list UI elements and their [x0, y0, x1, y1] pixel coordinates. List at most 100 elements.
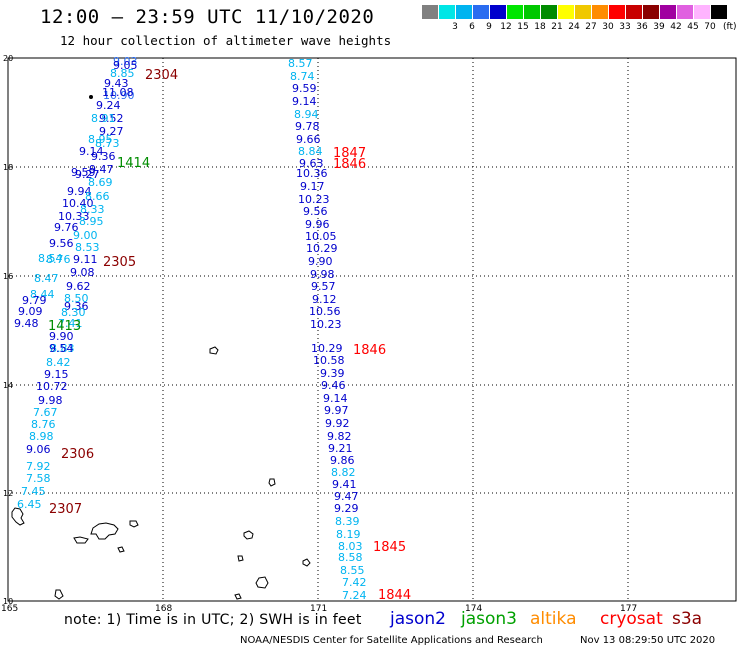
wave-height-value: 9.78: [295, 120, 320, 133]
scale-swatch: [694, 5, 710, 19]
wave-height-value: 9.15: [44, 368, 69, 381]
legend-item-jason3: jason3: [461, 609, 517, 629]
lat-label: 16: [3, 272, 13, 281]
scale-tick-label: 36: [636, 22, 648, 32]
scale-swatch: [643, 5, 659, 19]
wave-height-value: 9.82: [327, 430, 352, 443]
wave-height-value: 10.29: [311, 342, 343, 355]
lon-label: 177: [620, 604, 637, 614]
wave-height-value: 9.27: [99, 125, 124, 138]
wave-height-value: 7.67: [33, 406, 58, 419]
scale-swatch: [558, 5, 574, 19]
wave-height-value: 9.54: [49, 342, 74, 355]
scale-swatch: [677, 5, 693, 19]
wave-height-value: 8.95: [79, 215, 104, 228]
wave-height-value: 9.98: [310, 268, 335, 281]
wave-height-value: 9.41: [332, 478, 357, 491]
wave-height-value: 7.42: [342, 576, 367, 589]
island-outline: [302, 558, 311, 567]
scale-tick-label: 33: [619, 22, 631, 32]
wave-height-value: 9.46: [321, 379, 346, 392]
scale-tick-label: 45: [687, 22, 699, 32]
scale-tick-label: 27: [585, 22, 597, 32]
wave-height-value: 7.41: [58, 317, 83, 330]
island-outline: [255, 576, 269, 589]
pass-time-label: 1845: [373, 540, 406, 555]
credit-line: NOAA/NESDIS Center for Satellite Applica…: [240, 635, 543, 646]
wave-height-value: 8.44: [30, 288, 55, 301]
scale-swatch: [626, 5, 642, 19]
pass-time-label: 2306: [61, 447, 94, 462]
scale-swatch: [575, 5, 591, 19]
lat-label: 10: [3, 597, 13, 606]
wave-height-value: 8.39: [335, 515, 360, 528]
axis-labels: 165 168 171 174 177 20 18 16 14 12 10: [1, 54, 637, 614]
wave-height-value: 9.92: [325, 417, 350, 430]
generated-timestamp: Nov 13 08:29:50 UTC 2020: [580, 635, 716, 646]
wave-height-value: 9.59: [71, 166, 96, 179]
wave-height-value: 8.94: [294, 108, 319, 121]
wave-height-value: 9.03: [113, 55, 138, 68]
scale-swatch: [507, 5, 523, 19]
wave-height-value: 9.98: [38, 394, 63, 407]
island-outline: [209, 346, 219, 355]
scale-swatch: [711, 5, 727, 19]
wave-height-value: 9.90: [308, 255, 333, 268]
wave-height-value: 8.57: [288, 57, 313, 70]
scale-tick-label: 9: [486, 22, 492, 32]
wave-height-value: 10.36: [296, 167, 328, 180]
lat-label: 14: [3, 381, 13, 390]
wave-height-value: 9.56: [49, 237, 74, 250]
wave-height-value: 9.62: [66, 280, 91, 293]
lon-label: 174: [465, 604, 482, 614]
map-frame: [7, 57, 737, 602]
pass-time-label: 2304: [145, 68, 178, 83]
wave-height-value: 9.36: [64, 300, 89, 313]
wave-height-value: 9.56: [303, 205, 328, 218]
wave-height-value: 8.83: [50, 342, 75, 355]
wave-height-tracks: 9.039.058.859.4310.9011.089.249.528.919.…: [14, 55, 367, 602]
lat-label: 18: [3, 163, 13, 172]
footer-note: note: 1) Time is in UTC; 2) SWH is in fe…: [64, 612, 362, 628]
wave-height-value: 8.69: [88, 176, 113, 189]
wave-height-value: 10.40: [62, 197, 94, 210]
scale-tick-label: 70: [704, 22, 716, 32]
wave-height-value: 7.24: [342, 589, 367, 602]
island-outline: [90, 522, 119, 540]
wave-height-value: 8.30: [61, 306, 86, 319]
scale-tick-label: 21: [551, 22, 563, 32]
wave-height-value: 9.79: [22, 294, 47, 307]
wave-height-value: 10.23: [298, 193, 330, 206]
scale-tick-label: 39: [653, 22, 665, 32]
wave-height-value: 10.72: [36, 380, 68, 393]
scale-swatch: [609, 5, 625, 19]
wave-height-value: 11.08: [102, 86, 134, 99]
wave-height-value: 8.66: [85, 190, 110, 203]
island-outline: [117, 546, 125, 553]
pass-time-label: 1846: [333, 157, 366, 172]
legend-item-cryosat: cryosat: [600, 609, 663, 629]
wave-height-value: 6.45: [17, 498, 42, 511]
island-outline: [129, 520, 139, 528]
wave-height-value: 8.74: [290, 70, 315, 83]
scale-tick-label: 42: [670, 22, 682, 32]
scale-tick-label: 6: [469, 22, 475, 32]
wave-height-value: 9.43: [104, 77, 129, 90]
wave-height-value: 9.17: [300, 180, 325, 193]
wave-height-value: 8.47: [34, 272, 59, 285]
wave-height-value: 8.98: [29, 430, 54, 443]
lon-label: 165: [1, 604, 18, 614]
lat-label: 12: [3, 489, 13, 498]
wave-height-value: 8.76: [31, 418, 56, 431]
wave-height-value: 8.73: [95, 137, 120, 150]
page-subtitle: 12 hour collection of altimeter wave hei…: [60, 33, 392, 48]
lon-label: 168: [155, 604, 172, 614]
island-outline: [54, 589, 64, 600]
wave-height-value: 9.63: [299, 157, 324, 170]
wave-height-value: 9.29: [334, 502, 359, 515]
island-outline: [268, 478, 276, 487]
wave-height-value: 9.14: [292, 95, 317, 108]
wave-height-value: 8.58: [338, 551, 363, 564]
wave-height-value: 8.33: [80, 203, 105, 216]
